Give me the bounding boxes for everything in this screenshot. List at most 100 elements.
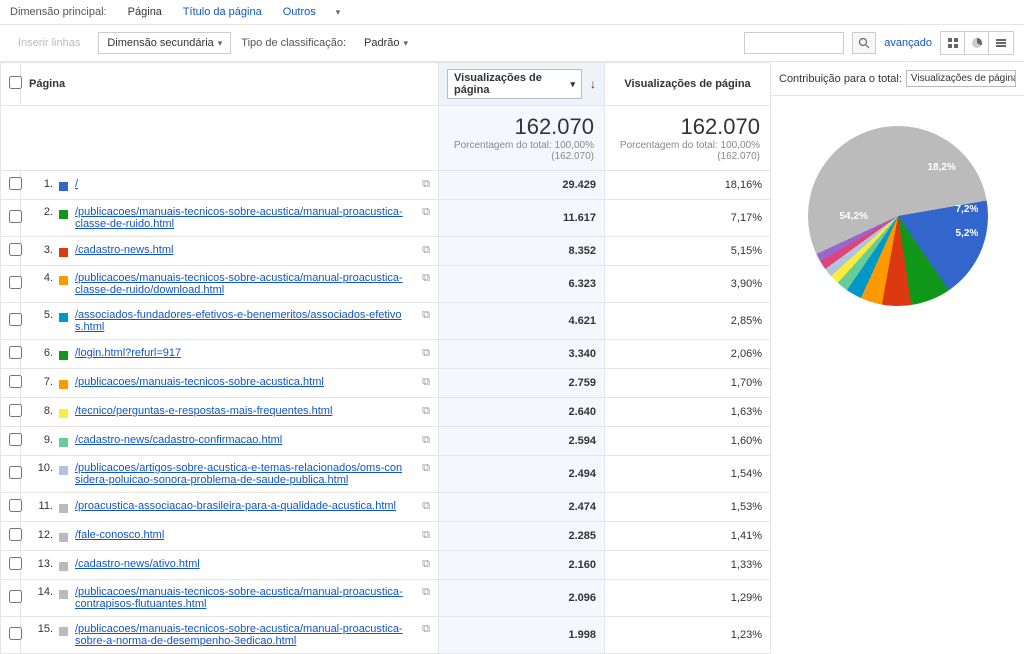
row-index: 13. bbox=[29, 558, 59, 570]
page-link[interactable]: /login.html?refurl=917 bbox=[75, 347, 181, 359]
color-swatch bbox=[59, 590, 68, 599]
percentage-value: 3,90% bbox=[605, 266, 771, 303]
contribution-metric-dropdown[interactable]: Visualizações de página bbox=[906, 70, 1016, 87]
totals-row: 162.070 Porcentagem do total: 100,00% (1… bbox=[1, 106, 771, 171]
pageviews-value: 2.285 bbox=[439, 522, 605, 551]
row-index: 7. bbox=[29, 376, 59, 388]
page-link[interactable]: /cadastro-news/cadastro-confirmacao.html bbox=[75, 434, 282, 446]
row-checkbox[interactable] bbox=[9, 210, 22, 223]
secondary-dimension-dropdown[interactable]: Dimensão secundária ▾ bbox=[98, 32, 231, 54]
data-table: Página Visualizações de página ▾ ↓ Visua… bbox=[0, 62, 771, 654]
percentage-value: 2,85% bbox=[605, 303, 771, 340]
external-link-icon[interactable]: ⧉ bbox=[414, 434, 430, 447]
row-checkbox[interactable] bbox=[9, 627, 22, 640]
chevron-down-icon: ▾ bbox=[404, 38, 409, 49]
external-link-icon[interactable]: ⧉ bbox=[414, 623, 430, 636]
total-sub-2b: (162.070) bbox=[615, 151, 760, 162]
color-swatch bbox=[59, 210, 68, 219]
external-link-icon[interactable]: ⧉ bbox=[414, 178, 430, 191]
row-checkbox[interactable] bbox=[9, 313, 22, 326]
view-pie-icon[interactable] bbox=[965, 32, 989, 54]
chevron-down-icon: ▾ bbox=[218, 38, 223, 49]
row-checkbox[interactable] bbox=[9, 276, 22, 289]
percentage-value: 1,29% bbox=[605, 580, 771, 617]
external-link-icon[interactable]: ⧉ bbox=[414, 558, 430, 571]
page-link[interactable]: /associados-fundadores-efetivos-e-beneme… bbox=[75, 309, 405, 333]
row-checkbox[interactable] bbox=[9, 177, 22, 190]
pageviews-header-2[interactable]: Visualizações de página bbox=[605, 63, 771, 106]
page-link[interactable]: /proacustica-associacao-brasileira-para-… bbox=[75, 500, 396, 512]
contribution-header: Contribuição para o total: Visualizações… bbox=[771, 62, 1024, 96]
row-checkbox[interactable] bbox=[9, 433, 22, 446]
external-link-icon[interactable]: ⧉ bbox=[414, 272, 430, 285]
page-header[interactable]: Página bbox=[21, 63, 439, 106]
page-link[interactable]: /cadastro-news.html bbox=[75, 244, 173, 256]
color-swatch bbox=[59, 351, 68, 360]
external-link-icon[interactable]: ⧉ bbox=[414, 309, 430, 322]
row-checkbox[interactable] bbox=[9, 499, 22, 512]
search-icon bbox=[858, 37, 870, 49]
row-checkbox[interactable] bbox=[9, 243, 22, 256]
row-checkbox[interactable] bbox=[9, 590, 22, 603]
table-row: 4./publicacoes/manuais-tecnicos-sobre-ac… bbox=[1, 266, 771, 303]
external-link-icon[interactable]: ⧉ bbox=[414, 529, 430, 542]
search-input[interactable] bbox=[744, 32, 844, 54]
view-toggle bbox=[940, 31, 1014, 55]
external-link-icon[interactable]: ⧉ bbox=[414, 244, 430, 257]
sort-type-dropdown[interactable]: Padrão ▾ bbox=[356, 33, 416, 53]
advanced-link[interactable]: avançado bbox=[884, 37, 932, 49]
percentage-value: 1,23% bbox=[605, 617, 771, 654]
external-link-icon[interactable]: ⧉ bbox=[414, 405, 430, 418]
page-link[interactable]: /publicacoes/manuais-tecnicos-sobre-acus… bbox=[75, 206, 405, 230]
row-index: 15. bbox=[29, 623, 59, 635]
page-link[interactable]: /publicacoes/manuais-tecnicos-sobre-acus… bbox=[75, 272, 405, 296]
external-link-icon[interactable]: ⧉ bbox=[414, 347, 430, 360]
row-index: 11. bbox=[29, 500, 59, 512]
percentage-value: 18,16% bbox=[605, 171, 771, 200]
metric-dropdown[interactable]: Visualizações de página ▾ bbox=[447, 69, 582, 99]
view-table-icon[interactable] bbox=[941, 32, 965, 54]
table-row: 5./associados-fundadores-efetivos-e-bene… bbox=[1, 303, 771, 340]
page-link[interactable]: /tecnico/perguntas-e-respostas-mais-freq… bbox=[75, 405, 332, 417]
page-link[interactable]: /publicacoes/manuais-tecnicos-sobre-acus… bbox=[75, 586, 405, 610]
external-link-icon[interactable]: ⧉ bbox=[414, 586, 430, 599]
select-all-checkbox[interactable] bbox=[9, 76, 22, 89]
color-swatch bbox=[59, 562, 68, 571]
view-bars-icon[interactable] bbox=[989, 32, 1013, 54]
page-link[interactable]: /publicacoes/manuais-tecnicos-sobre-acus… bbox=[75, 623, 405, 647]
color-swatch bbox=[59, 438, 68, 447]
tab-page-title[interactable]: Título da página bbox=[183, 6, 262, 18]
color-swatch bbox=[59, 504, 68, 513]
row-checkbox[interactable] bbox=[9, 404, 22, 417]
pageviews-header-1[interactable]: Visualizações de página ▾ ↓ bbox=[439, 63, 605, 106]
page-link[interactable]: /cadastro-news/ativo.html bbox=[75, 558, 200, 570]
tab-page-active[interactable]: Página bbox=[128, 6, 162, 18]
row-index: 9. bbox=[29, 434, 59, 446]
row-checkbox[interactable] bbox=[9, 557, 22, 570]
row-checkbox[interactable] bbox=[9, 466, 22, 479]
percentage-value: 7,17% bbox=[605, 200, 771, 237]
table-row: 15. /publicacoes/manuais-tecnicos-sobre-a… bbox=[1, 617, 771, 654]
page-link[interactable]: /publicacoes/manuais-tecnicos-sobre-acus… bbox=[75, 376, 324, 388]
row-checkbox[interactable] bbox=[9, 528, 22, 541]
external-link-icon[interactable]: ⧉ bbox=[414, 376, 430, 389]
page-link[interactable]: /publicacoes/artigos-sobre-acustica-e-te… bbox=[75, 462, 405, 486]
pageviews-value: 11.617 bbox=[439, 200, 605, 237]
external-link-icon[interactable]: ⧉ bbox=[414, 500, 430, 513]
table-row: 11. /proacustica-associacao-brasileira-pa… bbox=[1, 493, 771, 522]
search-button[interactable] bbox=[852, 32, 876, 54]
percentage-value: 1,41% bbox=[605, 522, 771, 551]
tab-others[interactable]: Outros▾ bbox=[283, 6, 359, 18]
row-index: 12. bbox=[29, 529, 59, 541]
pageviews-value: 1.998 bbox=[439, 617, 605, 654]
row-checkbox[interactable] bbox=[9, 375, 22, 388]
external-link-icon[interactable]: ⧉ bbox=[414, 206, 430, 219]
pie-slice-label: 18,2% bbox=[928, 162, 956, 173]
percentage-value: 5,15% bbox=[605, 237, 771, 266]
total-value-1: 162.070 bbox=[449, 114, 594, 140]
external-link-icon[interactable]: ⧉ bbox=[414, 462, 430, 475]
chevron-down-icon: ▾ bbox=[336, 7, 341, 17]
row-checkbox[interactable] bbox=[9, 346, 22, 359]
page-link[interactable]: / bbox=[75, 178, 78, 190]
page-link[interactable]: /fale-conosco.html bbox=[75, 529, 164, 541]
